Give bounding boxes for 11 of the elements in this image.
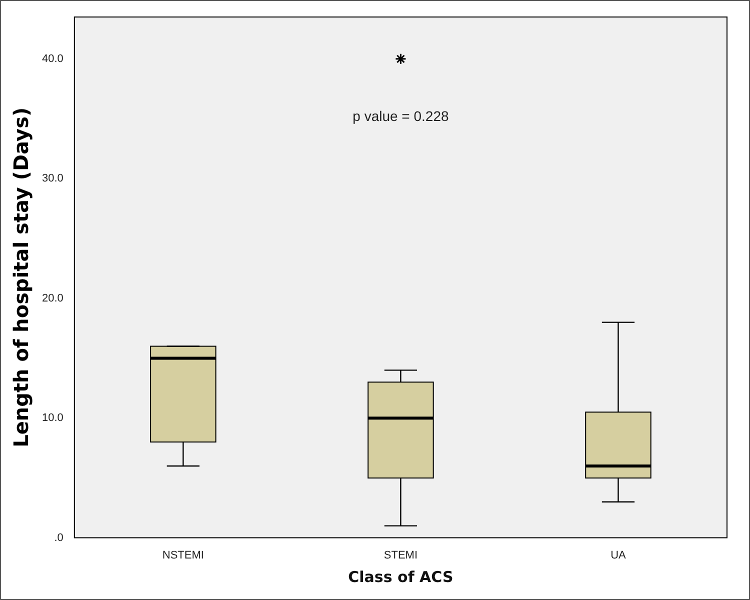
y-tick-label: 40.0	[42, 52, 64, 65]
y-axis-title: Length of hospital stay (Days)	[9, 107, 34, 448]
x-tick-label: NSTEMI	[162, 549, 204, 562]
x-axis-title: Class of ACS	[348, 568, 454, 586]
y-tick-label: 30.0	[42, 172, 64, 185]
x-tick-label: UA	[610, 549, 627, 562]
y-tick-label: 20.0	[42, 292, 64, 304]
y-tick-label: 10.0	[42, 412, 64, 424]
annotation: p value = 0.228	[352, 108, 449, 124]
x-tick-label: STEMI	[384, 549, 418, 562]
y-tick-label: .0	[54, 532, 64, 544]
